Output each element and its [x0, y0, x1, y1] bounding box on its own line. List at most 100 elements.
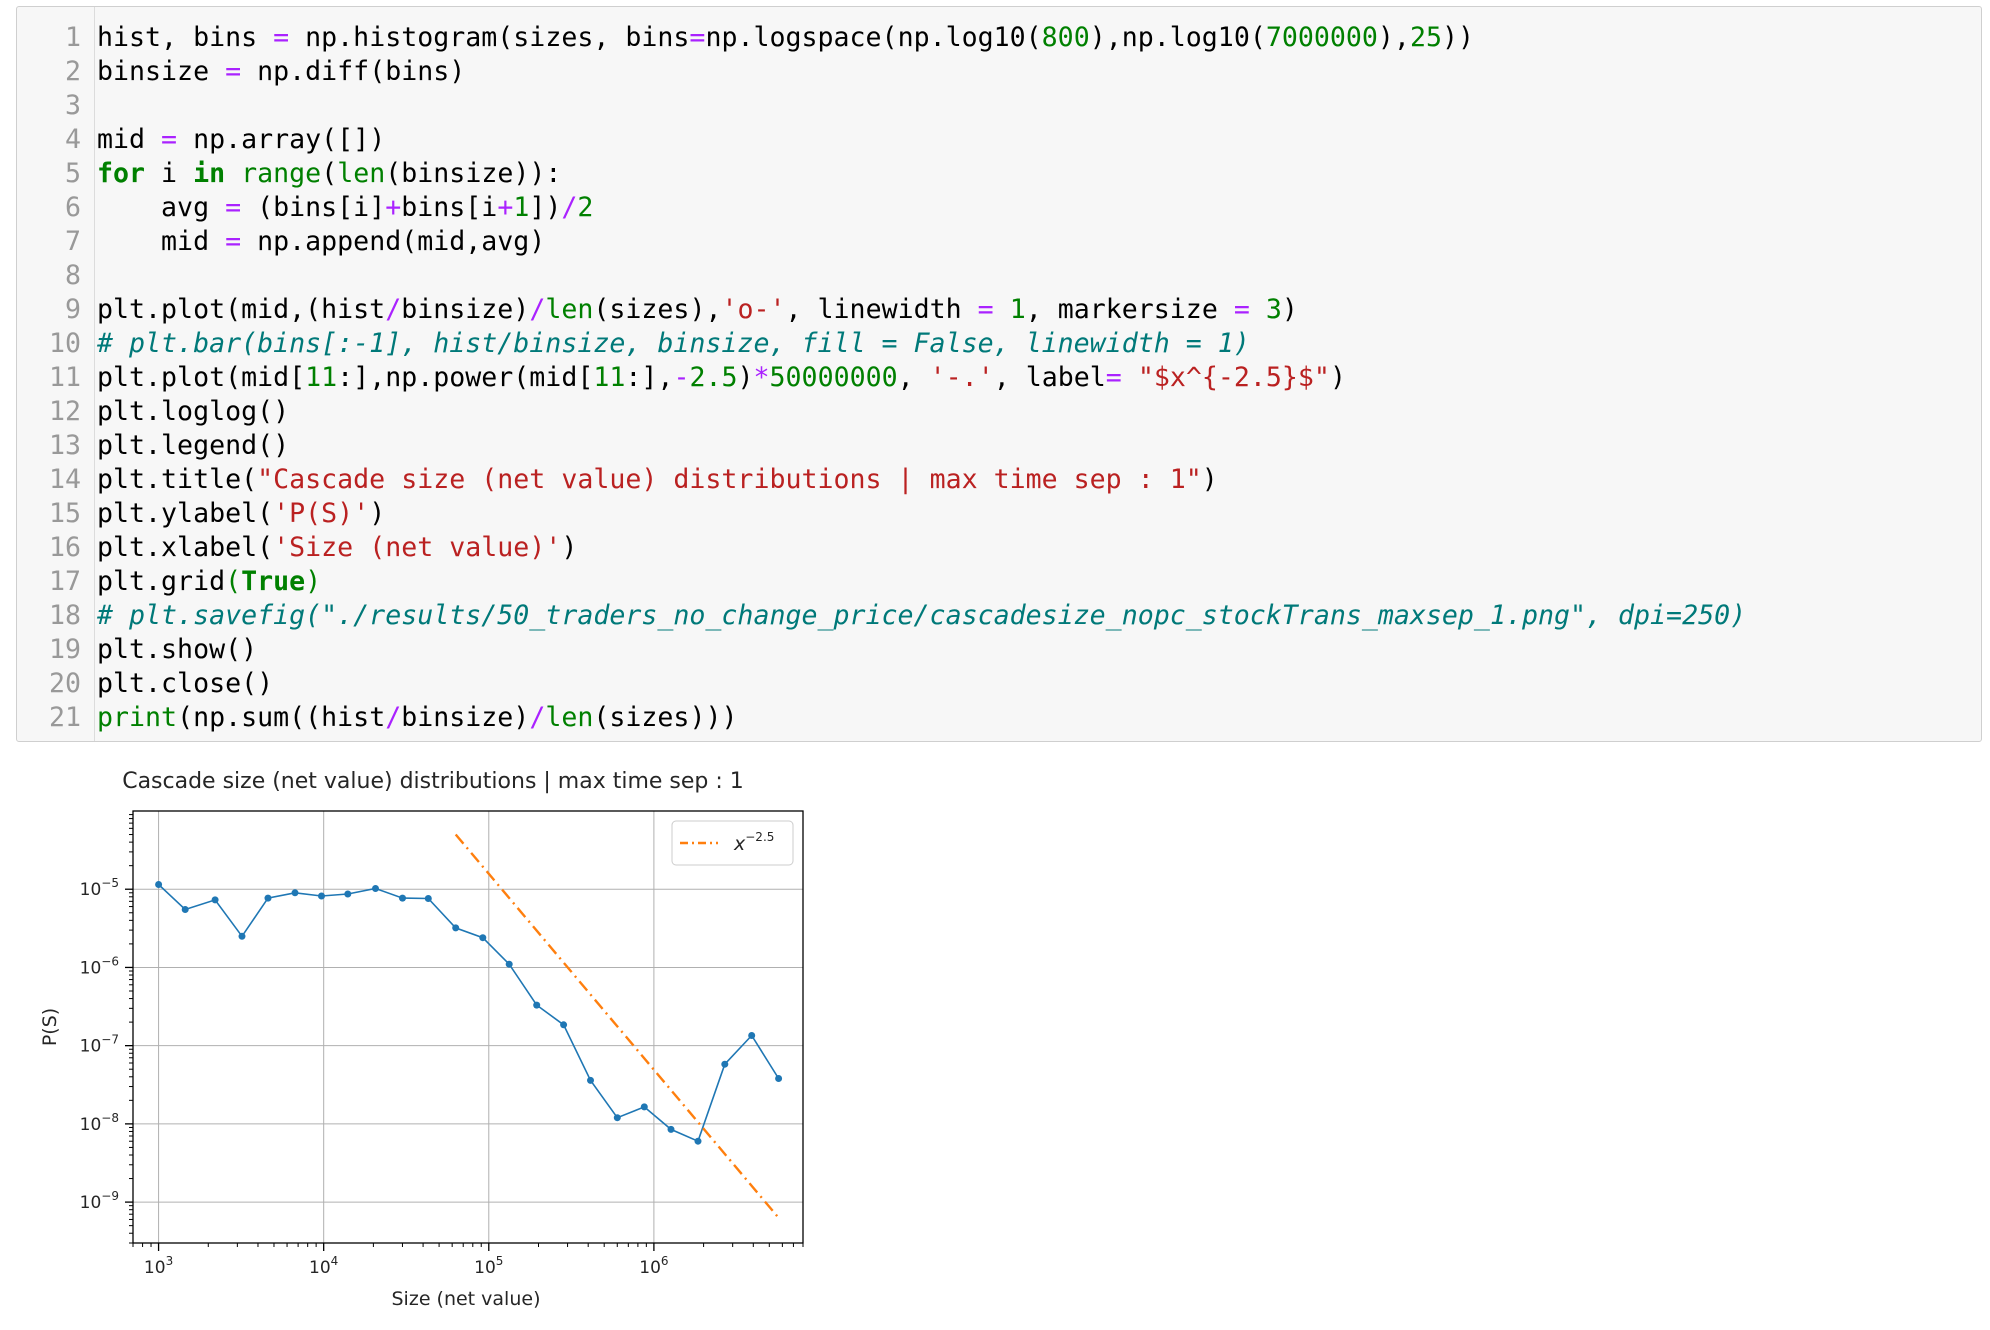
- code-text: print(np.sum((hist/binsize)/len(sizes))): [97, 701, 737, 735]
- code-token: True: [241, 566, 306, 597]
- code-text: mid = np.array([]): [97, 123, 385, 157]
- chart-svg: Cascade size (net value) distributions |…: [39, 769, 804, 1310]
- code-line[interactable]: 17 plt.grid(True): [17, 565, 1977, 599]
- code-token: 50000000: [769, 362, 898, 393]
- data-point: [721, 1060, 729, 1068]
- y-tick-label: 10−7: [80, 1033, 119, 1057]
- code-line[interactable]: 14 plt.title("Cascade size (net value) di…: [17, 463, 1977, 497]
- code-token: hist, bins: [97, 22, 274, 53]
- code-line[interactable]: 19 plt.show(): [17, 633, 1977, 667]
- code-token: ): [305, 566, 322, 597]
- y-tick-label: 10−5: [80, 876, 119, 900]
- code-token: , label: [993, 362, 1106, 393]
- code-token: range: [241, 158, 322, 189]
- data-point: [640, 1103, 648, 1111]
- code-token: (: [321, 158, 338, 189]
- code-token: =: [273, 22, 290, 53]
- code-line[interactable]: 7 mid = np.append(mid,avg): [17, 225, 1977, 259]
- code-token: len: [545, 294, 594, 325]
- y-tick-exp: −9: [101, 1189, 119, 1203]
- code-line[interactable]: 12 plt.loglog(): [17, 395, 1977, 429]
- code-line[interactable]: 18 # plt.savefig("./results/50_traders_no…: [17, 599, 1977, 633]
- x-tick-base: 10: [639, 1258, 661, 1278]
- code-text: plt.plot(mid[11:],np.power(mid[11:],-2.5…: [97, 361, 1346, 395]
- data-point: [505, 960, 513, 968]
- line-number: 14: [48, 464, 81, 495]
- code-text: plt.show(): [97, 633, 257, 667]
- code-line[interactable]: 10 # plt.bar(bins[:-1], hist/binsize, bin…: [17, 327, 1977, 361]
- chart-title: Cascade size (net value) distributions |…: [122, 769, 744, 794]
- code-token: /: [529, 702, 546, 733]
- code-token: np.logspace(np.log10(: [705, 22, 1042, 53]
- code-line[interactable]: 2 binsize = np.diff(bins): [17, 55, 1977, 89]
- code-line[interactable]: 15 plt.ylabel('P(S)'): [17, 497, 1977, 531]
- code-text: # plt.savefig("./results/50_traders_no_c…: [97, 599, 1746, 633]
- code-line[interactable]: 3: [17, 89, 1977, 123]
- code-text: hist, bins = np.histogram(sizes, bins=np…: [97, 21, 1474, 55]
- code-line[interactable]: 5 for i in range(len(binsize)):: [17, 157, 1977, 191]
- data-point: [238, 932, 246, 940]
- code-line[interactable]: 6 avg = (bins[i]+bins[i+1])/2: [17, 191, 1977, 225]
- data-point: [694, 1137, 702, 1145]
- code-line[interactable]: 4 mid = np.array([]): [17, 123, 1977, 157]
- x-tick-exp: 5: [496, 1254, 504, 1268]
- y-tick-label: 10−9: [80, 1189, 119, 1213]
- code-token: [1122, 362, 1138, 393]
- code-text: plt.ylabel('P(S)'): [97, 497, 385, 531]
- x-tick-base: 10: [309, 1258, 331, 1278]
- data-point: [155, 881, 163, 888]
- x-tick-label: 103: [144, 1254, 173, 1278]
- code-token: )): [1441, 22, 1475, 53]
- code-token: =: [1233, 294, 1250, 325]
- legend-label-base: x: [733, 833, 746, 855]
- code-token: plt.plot(mid[: [97, 362, 306, 393]
- code-line[interactable]: 16 plt.xlabel('Size (net value)'): [17, 531, 1977, 565]
- code-token: mid: [97, 124, 162, 155]
- line-number: 19: [48, 634, 81, 665]
- code-token: :],: [625, 362, 674, 393]
- code-token: =: [225, 192, 242, 223]
- code-token: ): [1281, 294, 1298, 325]
- data-point: [533, 1001, 541, 1009]
- line-number: 2: [64, 56, 81, 87]
- code-token: mid: [97, 226, 226, 257]
- code-token: =: [225, 56, 242, 87]
- code-token: plt.grid: [97, 566, 226, 597]
- data-point: [775, 1075, 783, 1082]
- code-token: '-.': [929, 362, 994, 393]
- series-line-power-law: [454, 833, 780, 1219]
- code-token: ),np.log10(: [1089, 22, 1266, 53]
- code-line[interactable]: 20 plt.close(): [17, 667, 1977, 701]
- line-number: 7: [64, 226, 81, 257]
- y-tick-base: 10: [80, 1115, 102, 1135]
- code-line[interactable]: 8: [17, 259, 1977, 293]
- code-token: /: [385, 294, 402, 325]
- code-token: (sizes),: [593, 294, 722, 325]
- code-token: (binsize)):: [385, 158, 562, 189]
- code-cell[interactable]: 1 hist, bins = np.histogram(sizes, bins=n…: [16, 6, 1982, 742]
- code-token: /: [529, 294, 546, 325]
- code-text: for i in range(len(binsize)):: [97, 157, 561, 191]
- code-token: # plt.bar(bins[:-1], hist/binsize, binsi…: [97, 328, 1250, 359]
- code-token: len: [337, 158, 386, 189]
- code-token: [225, 158, 241, 189]
- data-point: [318, 892, 325, 900]
- code-token: plt.loglog(): [97, 396, 290, 427]
- line-number-gutter: [17, 7, 95, 741]
- code-token: 'P(S)': [273, 498, 370, 529]
- code-line[interactable]: 9 plt.plot(mid,(hist/binsize)/len(sizes),…: [17, 293, 1977, 327]
- legend: x−2.5: [671, 820, 794, 866]
- code-text: plt.xlabel('Size (net value)'): [97, 531, 577, 565]
- line-number: 17: [48, 566, 81, 597]
- code-token: =: [161, 124, 178, 155]
- code-token: +: [385, 192, 402, 223]
- y-tick-base: 10: [80, 1193, 102, 1213]
- code-token: ),: [1377, 22, 1410, 53]
- code-line[interactable]: 13 plt.legend(): [17, 429, 1977, 463]
- line-number: 18: [48, 600, 81, 631]
- data-point: [452, 924, 460, 932]
- code-line[interactable]: 1 hist, bins = np.histogram(sizes, bins=n…: [17, 21, 1977, 55]
- grid-lines: [133, 811, 803, 1243]
- code-line[interactable]: 11 plt.plot(mid[11:],np.power(mid[11:],-2…: [17, 361, 1977, 395]
- code-line[interactable]: 21 print(np.sum((hist/binsize)/len(sizes)…: [17, 701, 1977, 735]
